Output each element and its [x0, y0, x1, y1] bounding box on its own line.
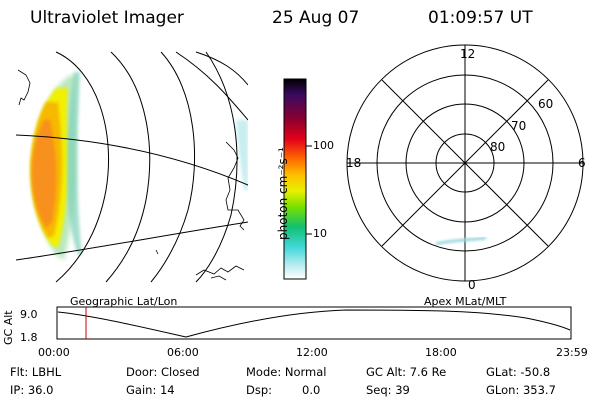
- colorbar: [283, 78, 312, 280]
- mlt-label-12: 12: [460, 47, 476, 61]
- polar-plot: [346, 44, 584, 282]
- geographic-map: [16, 51, 248, 283]
- ip-status: IP: 36.0: [10, 383, 54, 397]
- orbit-xtick-0000: 00:00: [38, 346, 70, 359]
- door-status: Door: Closed: [126, 365, 200, 379]
- mode-status: Mode: Normal: [246, 365, 327, 379]
- time-label: 01:09:57 UT: [428, 8, 533, 28]
- colorbar-unit-label: photon cm⁻²s⁻¹: [276, 147, 290, 240]
- orbit-xtick-0600: 06:00: [167, 346, 199, 359]
- orbit-ylabel: GC Alt: [2, 310, 15, 345]
- gain-status: Gain: 14: [126, 383, 175, 397]
- latitude-lines: [55, 51, 248, 283]
- mlt-label-0: 0: [468, 278, 476, 292]
- orbit-ytick-top: 9.0: [20, 308, 38, 321]
- coastlines: [17, 69, 245, 281]
- mlt-label-6: 6: [578, 156, 586, 170]
- gc-alt-status: GC Alt: 7.6 Re: [366, 365, 447, 379]
- mlt-label-18: 18: [346, 156, 362, 170]
- dsp-value: 0.0: [302, 383, 321, 397]
- orbit-ytick-bottom: 1.8: [20, 331, 38, 344]
- seq-status: Seq: 39: [366, 383, 410, 397]
- glon-status: GLon: 353.7: [486, 383, 556, 397]
- auroral-emission: [30, 72, 248, 260]
- longitude-lines: [16, 134, 248, 261]
- orbit-xtick-2359: 23:59: [556, 346, 588, 359]
- orbit-altitude-plot: [56, 306, 572, 340]
- orbit-right-title: Apex MLat/MLT: [424, 295, 507, 308]
- colorbar-tick-100: 100: [313, 139, 334, 152]
- orbit-left-title: Geographic Lat/Lon: [70, 295, 178, 308]
- polar-emission: [435, 236, 487, 246]
- lat-label-70: 70: [511, 119, 527, 133]
- lat-label-60: 60: [538, 97, 554, 111]
- date-label: 25 Aug 07: [272, 8, 360, 28]
- orbit-xtick-1800: 18:00: [425, 346, 457, 359]
- colorbar-tick-10: 10: [313, 227, 327, 240]
- dsp-label: Dsp:: [246, 383, 273, 397]
- instrument-title: Ultraviolet Imager: [30, 8, 184, 28]
- lat-label-80: 80: [490, 140, 506, 154]
- glat-status: GLat: -50.8: [486, 365, 551, 379]
- filter-status: Flt: LBHL: [10, 365, 62, 379]
- orbit-xtick-1200: 12:00: [296, 346, 328, 359]
